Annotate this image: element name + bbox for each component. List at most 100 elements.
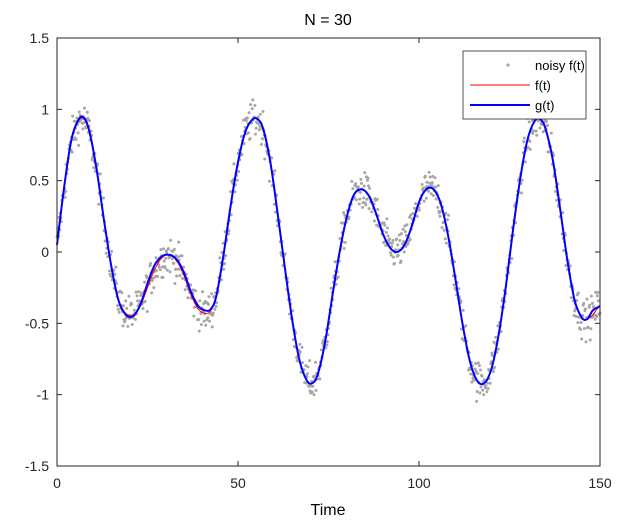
noisy-point xyxy=(358,197,362,201)
noisy-point xyxy=(528,139,532,143)
noisy-point xyxy=(391,238,395,242)
noisy-point xyxy=(156,274,160,278)
noisy-point xyxy=(172,247,176,251)
noisy-point xyxy=(356,185,360,189)
noisy-point xyxy=(359,178,363,182)
noisy-point xyxy=(370,210,374,214)
noisy-point xyxy=(296,359,300,363)
legend-label-noisy: noisy f(t) xyxy=(535,58,585,73)
noisy-point xyxy=(151,276,155,280)
noisy-point xyxy=(159,248,163,252)
noisy-point xyxy=(447,213,451,217)
noisy-point xyxy=(403,230,407,234)
noisy-point xyxy=(314,388,318,392)
noisy-point xyxy=(474,369,478,373)
noisy-point xyxy=(193,289,197,293)
noisy-point xyxy=(148,264,152,268)
noisy-point xyxy=(291,338,295,342)
noisy-point xyxy=(104,251,108,255)
noisy-point xyxy=(254,126,258,130)
noisy-point xyxy=(123,318,127,322)
noisy-point xyxy=(397,233,401,237)
noisy-point xyxy=(221,241,225,245)
noisy-point xyxy=(351,187,355,191)
noisy-point xyxy=(452,283,456,287)
noisy-point xyxy=(197,318,201,322)
noisy-point xyxy=(384,230,388,234)
noisy-point xyxy=(579,327,583,331)
noisy-point xyxy=(431,194,435,198)
noisy-point xyxy=(70,150,74,154)
noisy-point xyxy=(590,301,594,305)
noisy-point xyxy=(459,299,463,303)
noisy-point xyxy=(376,208,380,212)
noisy-point xyxy=(329,286,333,290)
noisy-point xyxy=(522,140,526,144)
noisy-point xyxy=(165,268,169,272)
noisy-point xyxy=(98,172,102,176)
noisy-point xyxy=(149,261,153,265)
noisy-point xyxy=(401,227,405,231)
noisy-point xyxy=(161,276,165,280)
noisy-point xyxy=(434,197,438,201)
noisy-point xyxy=(390,245,394,249)
noisy-point xyxy=(178,274,182,278)
y-tick-label: -1 xyxy=(37,387,50,403)
noisy-point xyxy=(544,119,548,123)
noisy-point xyxy=(364,203,368,207)
noisy-point xyxy=(121,324,125,328)
noisy-point xyxy=(336,275,340,279)
noisy-point xyxy=(479,385,483,389)
noisy-point xyxy=(475,389,479,393)
noisy-point xyxy=(429,192,433,196)
noisy-point xyxy=(538,126,542,130)
axis-ticks xyxy=(56,37,601,467)
noisy-point xyxy=(390,241,394,245)
noisy-point xyxy=(347,215,351,219)
noisy-point xyxy=(224,254,228,258)
noisy-point xyxy=(223,262,227,266)
noisy-point xyxy=(357,202,361,206)
noisy-point xyxy=(103,239,107,243)
noisy-point xyxy=(343,213,347,217)
noisy-point xyxy=(368,186,372,190)
noisy-point xyxy=(180,254,184,258)
noisy-point xyxy=(473,367,477,371)
noisy-point xyxy=(476,372,480,376)
x-tick-label: 0 xyxy=(53,475,61,491)
noisy-point xyxy=(375,223,379,227)
noisy-point xyxy=(76,131,80,135)
noisy-point xyxy=(367,207,371,211)
noisy-point xyxy=(304,364,308,368)
noisy-point xyxy=(469,372,473,376)
noisy-point xyxy=(415,214,419,218)
noisy-point xyxy=(97,202,101,206)
noisy-point xyxy=(318,377,322,381)
g-t-line xyxy=(56,115,601,386)
noisy-point xyxy=(424,196,428,200)
noisy-point xyxy=(461,308,465,312)
noisy-point xyxy=(367,184,371,188)
noisy-point xyxy=(464,324,468,328)
noisy-point xyxy=(333,260,337,264)
noisy-point xyxy=(319,348,323,352)
noisy-point xyxy=(132,308,136,312)
noisy-point xyxy=(589,327,593,331)
noisy-point xyxy=(596,299,600,303)
noisy-point xyxy=(385,226,389,230)
noisy-point xyxy=(488,381,492,385)
y-tick-label: 1 xyxy=(41,101,49,117)
noisy-point xyxy=(222,267,226,271)
noisy-point xyxy=(120,291,124,295)
noisy-point xyxy=(155,269,159,273)
noisy-point xyxy=(341,221,345,225)
noisy-point xyxy=(388,241,392,245)
noisy-point xyxy=(579,320,583,324)
noisy-point xyxy=(82,121,86,125)
noisy-point xyxy=(569,296,573,300)
noisy-point xyxy=(325,340,329,344)
noisy-point xyxy=(443,237,447,241)
noisy-point xyxy=(474,362,478,366)
noisy-point xyxy=(135,294,139,298)
